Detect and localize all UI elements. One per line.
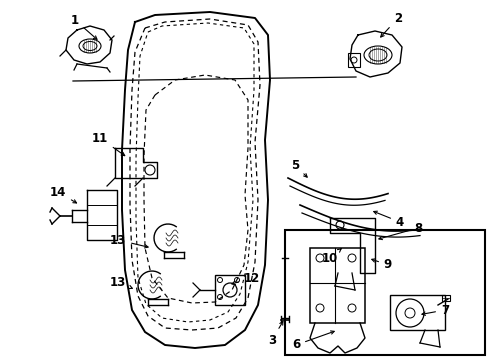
Bar (441, 295, 449, 301)
Text: 5: 5 (290, 158, 306, 177)
Text: 1: 1 (71, 14, 97, 39)
Bar (389, 295, 444, 330)
Text: 6: 6 (291, 331, 333, 351)
Bar (285, 230, 484, 355)
Text: 13: 13 (110, 234, 148, 248)
Text: 13: 13 (110, 275, 132, 288)
Text: 12: 12 (231, 271, 260, 284)
Text: 9: 9 (371, 258, 391, 271)
Bar (215, 275, 244, 305)
Text: 14: 14 (50, 185, 77, 203)
Bar (347, 53, 359, 67)
Text: 8: 8 (378, 221, 421, 240)
Text: 11: 11 (92, 131, 124, 156)
Text: 4: 4 (373, 211, 403, 229)
Bar (309, 248, 364, 323)
Text: 10: 10 (321, 249, 341, 265)
Bar (361, 230, 373, 240)
Text: 7: 7 (421, 303, 448, 316)
Text: 2: 2 (380, 12, 401, 37)
Text: 3: 3 (267, 321, 283, 346)
